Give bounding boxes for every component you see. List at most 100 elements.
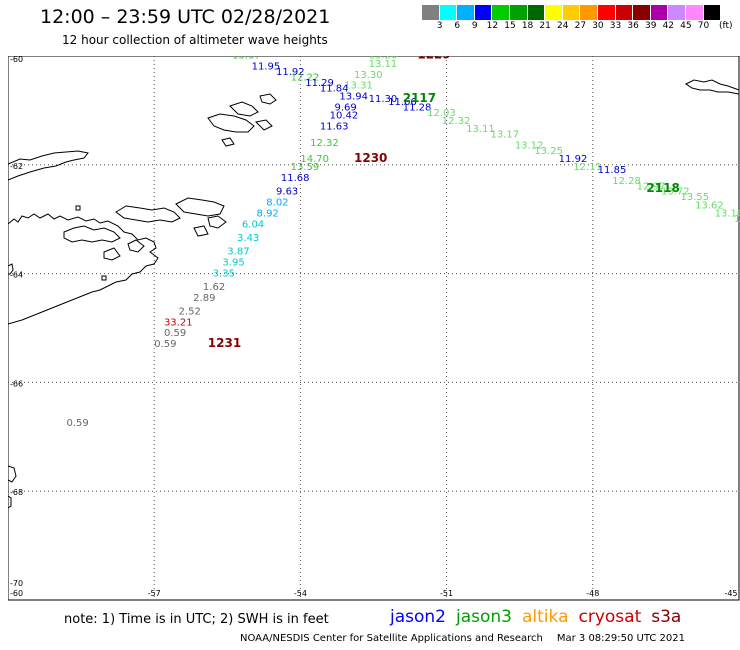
wave-height-value: 2.52: [179, 306, 201, 317]
colorbar-tick-label: 45: [680, 21, 692, 31]
wave-height-value: 8.92: [257, 208, 279, 219]
wave-height-value: 13.94: [339, 92, 368, 103]
wave-height-value: 13.11: [466, 124, 495, 135]
wave-height-value: 13.30: [354, 70, 383, 81]
lat-tick-label: -64: [10, 271, 23, 280]
wave-height-value: 12.97: [637, 181, 666, 192]
colorbar-tick-label: 21: [539, 21, 551, 31]
page-title: 12:00 – 23:59 UTC 02/28/2021: [40, 6, 331, 28]
colorbar-swatch: [633, 5, 651, 20]
wave-height-value: 11.66: [388, 97, 417, 108]
wave-height-value: 0.59: [66, 418, 88, 429]
wave-height-value: 3.43: [237, 233, 259, 244]
legend-item-jason2: jason2: [390, 607, 446, 627]
lon-tick-label: -57: [148, 589, 161, 598]
colorbar-swatch: [422, 5, 440, 20]
lon-tick-label: -51: [440, 589, 453, 598]
lat-tick-label: -68: [10, 488, 23, 497]
page-subtitle: 12 hour collection of altimeter wave hei…: [62, 33, 328, 47]
wave-height-value: 12.32: [442, 116, 471, 127]
colorbar: [422, 5, 722, 20]
legend-item-cryosat: cryosat: [578, 607, 642, 627]
colorbar-tick-label: 6: [454, 21, 461, 31]
satellite-legend: jason2 jason3 altika cryosat s3a: [390, 607, 681, 627]
colorbar-tick-label: 3: [436, 21, 443, 31]
colorbar-tick-label: 12: [486, 21, 499, 31]
lon-tick-label: -45: [724, 589, 737, 598]
colorbar-tick-label: 39: [644, 21, 657, 31]
wave-height-value: 1.62: [203, 282, 225, 293]
pass-time-label: 1231: [208, 336, 241, 350]
wave-height-value: 6.04: [242, 219, 264, 230]
wave-height-value: 13.62: [695, 200, 724, 211]
coast-sliver-left: [8, 263, 17, 509]
colorbar-swatch: [562, 5, 581, 20]
wave-height-value: 0.59: [164, 328, 186, 339]
wave-height-value: 11.63: [320, 121, 349, 132]
wave-height-value: 9.69: [335, 102, 357, 113]
wave-height-value: 0.59: [154, 339, 176, 350]
colorbar-tick-label: 33: [609, 21, 622, 31]
coast-south-shetlands-east: [221, 93, 277, 147]
pass-time-label: 1230: [354, 151, 387, 165]
coast-south-orkneys: [685, 79, 740, 95]
legend-item-s3a: s3a: [651, 607, 682, 627]
map-frame: [8, 56, 740, 601]
wave-height-value: 13.12: [515, 140, 544, 151]
wave-height-value: 13.11: [369, 59, 398, 70]
colorbar-swatch: [685, 5, 704, 20]
colorbar-tick-label: 18: [521, 21, 534, 31]
wave-height-value: 13.17: [490, 130, 519, 141]
colorbar-swatch: [457, 5, 475, 20]
colorbar-swatch: [703, 5, 722, 20]
colorbar-swatch: [527, 5, 546, 20]
coast-island-c: [175, 197, 225, 217]
wave-height-values: 15.3711.9511.9212.2211.2911.8413.949.691…: [66, 56, 740, 429]
wave-height-value: 13.31: [344, 81, 373, 92]
colorbar-unit: (ft): [719, 21, 733, 31]
lat-tick-label: -66: [10, 379, 23, 388]
wave-height-value: 12.45: [734, 214, 740, 225]
colorbar-tick-label: 15: [504, 21, 516, 31]
colorbar-swatch: [474, 5, 493, 20]
colorbar-tick-label: 27: [574, 21, 587, 31]
wave-height-value: 13.72: [661, 187, 690, 198]
wave-height-value: 3.87: [227, 247, 249, 258]
coast-island-b: [115, 205, 181, 223]
gridlines: [8, 56, 739, 600]
wave-height-value: 12.22: [291, 72, 320, 83]
wave-height-value: 14.70: [300, 154, 329, 165]
wave-height-value: 2.89: [193, 293, 215, 304]
legend-item-jason3: jason3: [456, 607, 512, 627]
wave-height-value: 11.29: [305, 78, 334, 89]
wave-height-value: 12.11: [573, 162, 602, 173]
colorbar-tick-label: 9: [471, 21, 478, 31]
lon-tick-label: -60: [10, 589, 23, 598]
coast-south-shetlands-west: [207, 113, 255, 133]
colorbar-tick-label: 30: [592, 21, 604, 31]
lon-tick-label: -48: [586, 589, 599, 598]
wave-height-value: 12.03: [427, 108, 456, 119]
pass-time-label: 2116: [296, 56, 329, 59]
wave-height-value: 13.16: [715, 208, 740, 219]
coastlines: [8, 79, 740, 509]
coast-tiny-dots: [75, 205, 107, 281]
wave-height-value: 13.59: [291, 162, 320, 173]
lat-tick-label: -70: [10, 579, 23, 588]
wave-height-value: 11.30: [369, 94, 398, 105]
colorbar-swatch: [650, 5, 669, 20]
legend-item-altika: altika: [522, 607, 569, 627]
wave-height-map: -57 -54 -51 -48 -45 -60 -60 -62 -64 -66 -68 -70 15.…: [8, 56, 740, 601]
generated-timestamp: Mar 3 08:29:50 UTC 2021: [556, 633, 685, 644]
wave-height-value: 11.85: [598, 165, 627, 176]
colorbar-tick-label: 24: [557, 21, 569, 31]
wave-height-value: 13.25: [534, 146, 563, 157]
colorbar-tick-label: 70: [697, 21, 710, 31]
colorbar-swatch: [509, 5, 528, 20]
wave-height-value: 15.37: [232, 56, 261, 62]
wave-height-value: 11.92: [559, 154, 588, 165]
colorbar-swatch: [545, 5, 563, 20]
pass-labels: 2116 1229 2117 1230 2118 1231: [208, 56, 680, 350]
colorbar-labels: 3 6 9 12 15 18 21 24 27 30 33 36 39 42 45 70: [422, 21, 712, 31]
colorbar-tick-label: 42: [662, 21, 675, 31]
